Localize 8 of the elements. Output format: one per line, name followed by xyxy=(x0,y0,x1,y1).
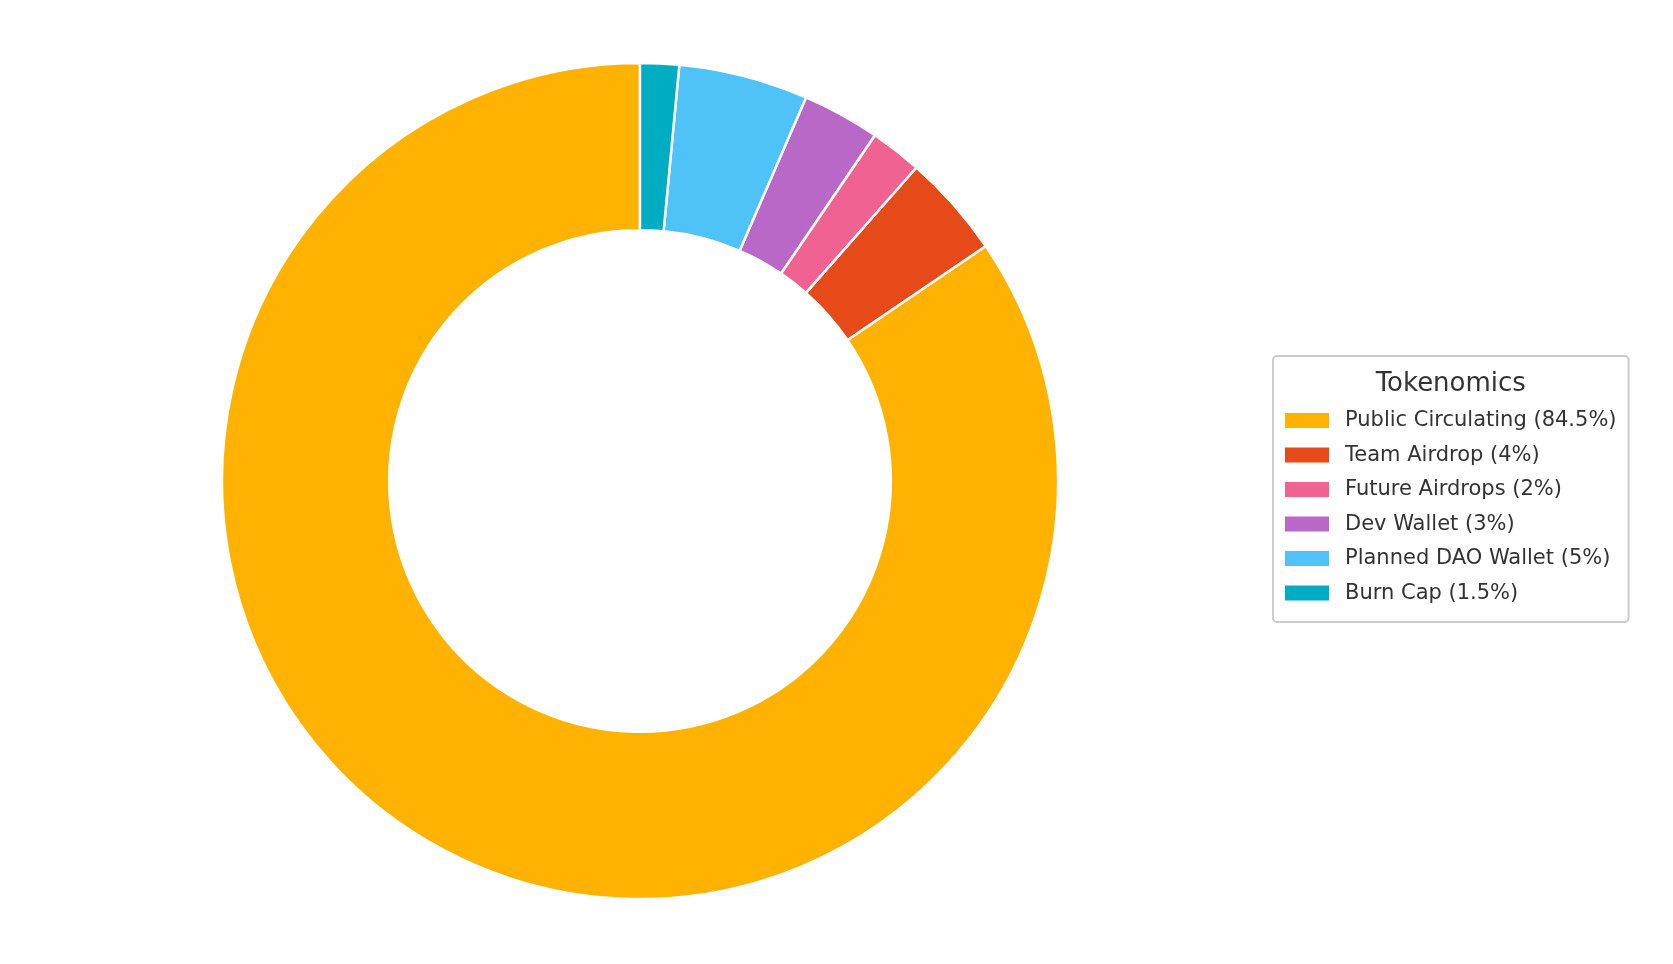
legend-label: Burn Cap (1.5%) xyxy=(1345,579,1519,604)
donut-slice xyxy=(220,61,1059,901)
legend-label: Public Circulating (84.5%) xyxy=(1345,407,1617,431)
legend-label: Planned DAO Wallet (5%) xyxy=(1345,545,1611,569)
legend-label: Future Airdrops (2%) xyxy=(1345,476,1563,500)
legend-label: Team Airdrop (4%) xyxy=(1344,441,1540,466)
legend-title: Tokenomics xyxy=(1374,367,1526,397)
legend-label: Dev Wallet (3%) xyxy=(1345,510,1515,535)
